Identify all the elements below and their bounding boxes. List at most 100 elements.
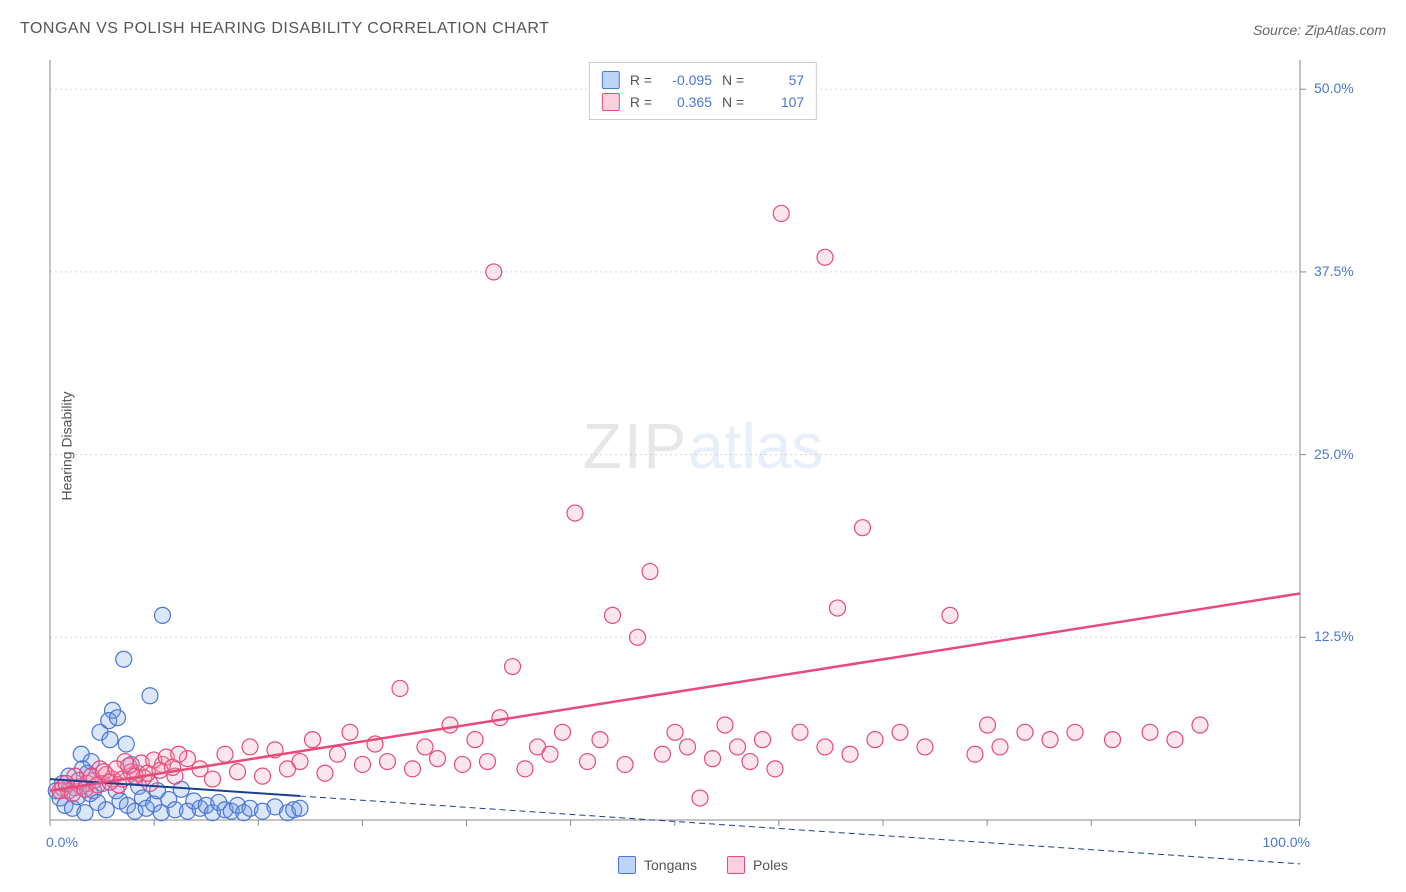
data-point-poles (605, 607, 621, 623)
stats-legend-box: R = -0.095 N = 57 R = 0.365 N = 107 (589, 62, 817, 120)
data-point-poles (580, 754, 596, 770)
data-point-poles (830, 600, 846, 616)
data-point-poles (330, 746, 346, 762)
data-point-poles (867, 732, 883, 748)
data-point-poles (442, 717, 458, 733)
data-point-poles (592, 732, 608, 748)
data-point-poles (817, 249, 833, 265)
data-point-poles (555, 724, 571, 740)
data-point-poles (305, 732, 321, 748)
y-tick-label: 37.5% (1314, 263, 1354, 279)
legend-item-poles: Poles (727, 856, 788, 874)
data-point-poles (642, 564, 658, 580)
y-tick-label: 25.0% (1314, 446, 1354, 462)
data-point-poles (455, 756, 471, 772)
data-point-poles (1192, 717, 1208, 733)
legend-swatch-poles (727, 856, 745, 874)
data-point-poles (486, 264, 502, 280)
stats-n-label: N = (722, 69, 744, 91)
data-point-poles (842, 746, 858, 762)
data-point-poles (417, 739, 433, 755)
data-point-tongans (142, 688, 158, 704)
data-point-poles (655, 746, 671, 762)
data-point-poles (767, 761, 783, 777)
data-point-poles (742, 754, 758, 770)
data-point-tongans (98, 802, 114, 818)
data-point-poles (630, 629, 646, 645)
data-point-poles (242, 739, 258, 755)
data-point-tongans (118, 736, 134, 752)
data-point-poles (892, 724, 908, 740)
data-point-poles (942, 607, 958, 623)
stats-r-value: -0.095 (662, 69, 712, 91)
data-point-poles (405, 761, 421, 777)
stats-n-label: N = (722, 91, 744, 113)
data-point-poles (705, 751, 721, 767)
data-point-poles (517, 761, 533, 777)
legend-label: Poles (753, 857, 788, 873)
x-tick-label: 100.0% (1250, 834, 1310, 850)
legend-item-tongans: Tongans (618, 856, 697, 874)
data-point-tongans (110, 710, 126, 726)
data-point-poles (480, 754, 496, 770)
data-point-poles (342, 724, 358, 740)
data-point-poles (1105, 732, 1121, 748)
data-point-poles (717, 717, 733, 733)
stats-r-label: R = (630, 69, 652, 91)
data-point-poles (380, 754, 396, 770)
data-point-poles (1142, 724, 1158, 740)
trend-extension-tongans (300, 796, 1300, 864)
stats-r-value: 0.365 (662, 91, 712, 113)
data-point-poles (430, 751, 446, 767)
data-point-poles (992, 739, 1008, 755)
x-tick-label: 0.0% (46, 834, 78, 850)
data-point-tongans (116, 651, 132, 667)
stats-swatch-tongans (602, 71, 620, 89)
y-tick-label: 50.0% (1314, 80, 1354, 96)
data-point-poles (773, 205, 789, 221)
trend-line-poles (50, 593, 1300, 790)
data-point-poles (755, 732, 771, 748)
data-point-poles (1042, 732, 1058, 748)
stats-row: R = -0.095 N = 57 (602, 69, 804, 91)
data-point-poles (980, 717, 996, 733)
data-point-poles (205, 771, 221, 787)
data-point-poles (467, 732, 483, 748)
data-point-poles (392, 680, 408, 696)
data-point-tongans (155, 607, 171, 623)
stats-swatch-poles (602, 93, 620, 111)
data-point-poles (292, 754, 308, 770)
legend-swatch-tongans (618, 856, 636, 874)
data-point-poles (542, 746, 558, 762)
data-point-poles (692, 790, 708, 806)
scatter-chart-svg (0, 0, 1406, 892)
stats-n-value: 107 (754, 91, 804, 113)
data-point-poles (917, 739, 933, 755)
series-legend: Tongans Poles (618, 856, 788, 874)
data-point-poles (680, 739, 696, 755)
data-point-tongans (292, 800, 308, 816)
chart-container: TONGAN VS POLISH HEARING DISABILITY CORR… (0, 0, 1406, 892)
y-axis-title: Hearing Disability (58, 392, 74, 501)
data-point-poles (1167, 732, 1183, 748)
data-point-poles (171, 746, 187, 762)
data-point-poles (355, 756, 371, 772)
data-point-poles (792, 724, 808, 740)
data-point-poles (817, 739, 833, 755)
data-point-tongans (102, 732, 118, 748)
stats-row: R = 0.365 N = 107 (602, 91, 804, 113)
data-point-poles (230, 764, 246, 780)
data-point-poles (730, 739, 746, 755)
y-tick-label: 12.5% (1314, 628, 1354, 644)
data-point-poles (617, 756, 633, 772)
data-point-poles (1017, 724, 1033, 740)
data-point-poles (1067, 724, 1083, 740)
data-point-poles (567, 505, 583, 521)
data-point-poles (855, 520, 871, 536)
data-point-poles (967, 746, 983, 762)
legend-label: Tongans (644, 857, 697, 873)
data-point-poles (505, 659, 521, 675)
stats-n-value: 57 (754, 69, 804, 91)
stats-r-label: R = (630, 91, 652, 113)
data-point-poles (667, 724, 683, 740)
